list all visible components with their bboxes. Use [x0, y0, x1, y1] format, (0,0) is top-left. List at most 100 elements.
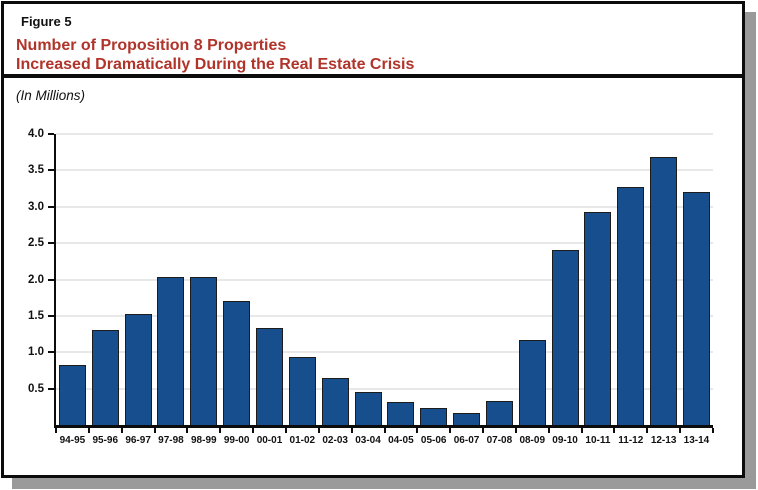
y-axis-tick: [48, 205, 54, 208]
x-axis-label-04-05: 04-05: [388, 435, 414, 446]
bar-08-09: [518, 339, 546, 425]
x-axis-tick: [350, 428, 353, 433]
x-axis-label-95-96: 95-96: [92, 435, 119, 446]
gridline: [56, 133, 713, 135]
x-axis-tick: [87, 428, 90, 433]
gridline: [56, 205, 713, 208]
x-axis-tick: [482, 428, 485, 433]
gridline: [56, 169, 713, 172]
bar-00-01: [255, 328, 283, 425]
bar-cell-98-99: [187, 134, 220, 425]
bar-99-00: [223, 301, 251, 425]
x-axis-tick: [416, 428, 419, 433]
bar-cell-08-09: [516, 134, 549, 425]
bar-cell-01-02: [286, 134, 319, 425]
bar-09-10: [551, 250, 579, 425]
x-axis-tick: [252, 428, 255, 433]
x-axis-label-97-98: 97-98: [158, 435, 184, 446]
figure-title-line2: Increased Dramatically During the Real E…: [16, 56, 415, 73]
figure-frame: Figure 5 Number of Proposition 8 Propert…: [1, 1, 745, 478]
x-axis-label-03-04: 03-04: [355, 435, 381, 446]
x-axis-label-00-01: 00-01: [256, 435, 283, 446]
bar-97-98: [157, 276, 185, 425]
y-axis-label: 1.0: [28, 346, 44, 359]
x-axis-tick: [712, 428, 714, 433]
y-axis-label: 2.0: [28, 273, 44, 286]
bar-95-96: [91, 330, 119, 425]
bar-02-03: [321, 377, 349, 425]
bar-cell-02-03: [319, 134, 352, 425]
y-axis-label: 3.5: [28, 164, 44, 177]
bar-cell-04-05: [384, 134, 417, 425]
gridline: [56, 278, 713, 281]
x-axis-label-11-12: 11-12: [618, 435, 644, 446]
bar-cell-99-00: [220, 134, 253, 425]
x-axis-tick: [613, 428, 616, 433]
figure-label: Figure 5: [21, 14, 72, 29]
x-axis-tick: [284, 428, 287, 433]
bar-cell-94-95: [56, 134, 89, 425]
y-axis-tick: [48, 242, 54, 245]
x-axis-tick: [153, 428, 156, 433]
bar-cell-97-98: [155, 134, 188, 425]
x-axis-label-99-00: 99-00: [223, 435, 250, 446]
x-axis-label-01-02: 01-02: [289, 435, 316, 446]
x-axis-tick: [514, 428, 517, 433]
x-axis-label-08-09: 08-09: [519, 435, 546, 446]
bar-cell-06-07: [450, 134, 483, 425]
figure-header: Figure 5 Number of Proposition 8 Propert…: [4, 4, 742, 78]
x-axis-label-07-08: 07-08: [486, 435, 513, 446]
y-axis-tick: [48, 351, 54, 354]
bar-07-08: [485, 401, 513, 425]
x-axis-label-05-06: 05-06: [420, 435, 447, 446]
x-axis-label-02-03: 02-03: [322, 435, 348, 446]
bar-cell-96-97: [122, 134, 155, 425]
y-axis-label: 1.5: [28, 309, 44, 322]
y-axis-label: 4.0: [28, 128, 44, 140]
bar-05-06: [420, 407, 448, 425]
x-axis-tick: [186, 428, 189, 433]
x-axis-label-12-13: 12-13: [650, 435, 677, 446]
x-axis-label-94-95: 94-95: [59, 435, 86, 446]
x-axis-tick: [383, 428, 386, 433]
x-axis-label-13-14: 13-14: [683, 435, 710, 446]
bar-06-07: [453, 412, 481, 425]
y-axis-tick: [48, 314, 54, 317]
y-axis-tick: [48, 133, 54, 135]
y-axis-tick: [48, 169, 54, 172]
gridline: [56, 242, 713, 245]
bar-cell-05-06: [417, 134, 450, 425]
x-axis-tick: [449, 428, 452, 433]
bar-10-11: [584, 211, 612, 425]
bar-03-04: [354, 391, 382, 425]
bar-01-02: [288, 357, 316, 425]
bar-04-05: [387, 402, 415, 425]
bar-cell-95-96: [89, 134, 122, 425]
figure-title-line1: Number of Proposition 8 Properties: [16, 37, 287, 54]
bars-row: [56, 134, 713, 425]
bar-12-13: [650, 156, 678, 425]
x-axis-tick: [317, 428, 320, 433]
x-axis-tick: [580, 428, 583, 433]
x-axis-tick: [219, 428, 222, 433]
bar-chart-plot-area: 0.5 1.0 1.5 2.0 2.5 3.0 3.5 4.0 94-95 95-96 96-97…: [28, 128, 714, 446]
y-axis-tick: [48, 278, 54, 281]
y-axis-label: 0.5: [28, 382, 44, 395]
x-axis-tick: [679, 428, 682, 433]
bar-cell-10-11: [582, 134, 615, 425]
bar-cell-13-14: [680, 134, 713, 425]
bar-cell-09-10: [549, 134, 582, 425]
x-axis-label-09-10: 09-10: [552, 435, 578, 446]
x-axis-label-98-99: 98-99: [191, 435, 217, 446]
x-axis-labels: 94-95 95-96 96-97 97-98 98-99 99-00 00-01 01-02…: [56, 435, 713, 446]
bar-96-97: [124, 314, 152, 425]
bar-11-12: [617, 187, 645, 425]
y-axis-label: 2.5: [28, 237, 44, 250]
x-axis-label-96-97: 96-97: [125, 435, 151, 446]
figure-title: Number of Proposition 8 Properties Incre…: [16, 36, 742, 74]
x-axis-label-10-11: 10-11: [585, 435, 611, 446]
bar-cell-11-12: [614, 134, 647, 425]
bar-cell-00-01: [253, 134, 286, 425]
x-axis-label-06-07: 06-07: [453, 435, 480, 446]
